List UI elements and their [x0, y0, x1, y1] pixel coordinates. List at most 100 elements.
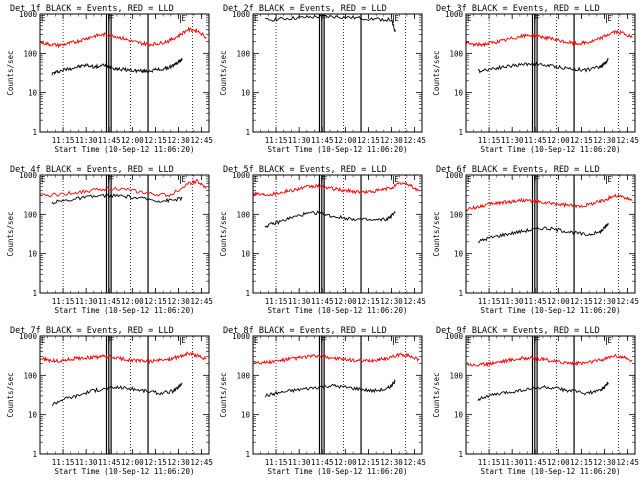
- x-tick-label: 12:30: [380, 297, 403, 306]
- x-tick-label: 12:00: [334, 136, 357, 145]
- y-tick-label: 10: [241, 89, 251, 98]
- panel-frame: [465, 13, 636, 133]
- y-axis-label: Counts/sec: [6, 211, 15, 256]
- x-tick-label: 11:15: [478, 458, 501, 467]
- marker-label: F: [533, 175, 538, 184]
- panel-4: Det 4f BLACK = Events, RED = LLD Counts/s…: [6, 165, 213, 315]
- marker-label: F: [107, 14, 112, 23]
- marker-label: F: [110, 14, 115, 23]
- y-axis-label: Counts/sec: [432, 211, 441, 256]
- x-axis-label: Start Time (10-Sep-12 11:06:20): [481, 467, 621, 476]
- x-tick-label: 12:15: [357, 458, 380, 467]
- panel-2: Det 2f BLACK = Events, RED = LLD Counts/s…: [219, 4, 426, 154]
- y-tick-label: 1000: [19, 332, 38, 341]
- panel-title: Det 8f BLACK = Events, RED = LLD: [223, 326, 387, 336]
- y-tick-label: 1000: [19, 10, 38, 19]
- marker-label: F: [320, 14, 325, 23]
- series-events-line: [477, 381, 609, 401]
- y-tick-label: 100: [23, 210, 37, 219]
- plot-area: [40, 26, 207, 76]
- x-tick-label: 12:45: [616, 136, 639, 145]
- marker-label: E: [607, 14, 612, 23]
- marker-label: E: [467, 14, 472, 23]
- y-axis-label: Counts/sec: [432, 50, 441, 95]
- x-tick-label: 11:15: [265, 458, 288, 467]
- marker-label: F: [536, 336, 541, 345]
- x-tick-label: 12:45: [403, 297, 426, 306]
- x-tick-label: 12:00: [334, 458, 357, 467]
- series-events-line: [51, 193, 183, 205]
- marker-label: E: [467, 175, 472, 184]
- series-lld-line: [253, 181, 420, 197]
- y-tick-label: 1: [245, 450, 250, 459]
- marker-label: E: [41, 175, 46, 184]
- panel-9: Det 9f BLACK = Events, RED = LLD Counts/s…: [432, 326, 639, 476]
- y-axis-label: Counts/sec: [219, 211, 228, 256]
- marker-label: E: [607, 336, 612, 345]
- x-tick-label: 12:00: [334, 297, 357, 306]
- panel-3: Det 3f BLACK = Events, RED = LLD Counts/s…: [432, 4, 639, 154]
- x-tick-label: 12:45: [190, 136, 213, 145]
- x-tick-label: 12:15: [144, 136, 167, 145]
- panel-title: Det 9f BLACK = Events, RED = LLD: [436, 326, 600, 336]
- y-tick-label: 100: [236, 49, 250, 58]
- panel-title: Det 1f BLACK = Events, RED = LLD: [10, 4, 174, 14]
- panel-frame: [465, 335, 636, 455]
- plot-area: [253, 181, 420, 228]
- x-tick-label: 11:45: [311, 297, 334, 306]
- x-tick-label: 11:45: [524, 297, 547, 306]
- x-tick-label: 11:15: [52, 297, 75, 306]
- marker-label: E: [181, 336, 186, 345]
- panel-6: Det 6f BLACK = Events, RED = LLD Counts/s…: [432, 165, 639, 315]
- marker-label: E: [181, 175, 186, 184]
- x-tick-label: 12:00: [547, 458, 570, 467]
- marker-label: E: [254, 336, 259, 345]
- marker-label: F: [536, 175, 541, 184]
- x-tick-label: 12:15: [357, 136, 380, 145]
- x-tick-label: 11:15: [52, 458, 75, 467]
- plot-area: [466, 193, 633, 244]
- panel-title: Det 5f BLACK = Events, RED = LLD: [223, 165, 387, 175]
- marker-label: F: [320, 175, 325, 184]
- x-tick-label: 12:30: [167, 136, 190, 145]
- x-tick-label: 12:15: [144, 458, 167, 467]
- series-events-line: [51, 57, 183, 76]
- marker-label: E: [254, 175, 259, 184]
- x-tick-label: 12:00: [121, 136, 144, 145]
- y-tick-label: 100: [236, 210, 250, 219]
- x-tick-label: 12:00: [121, 297, 144, 306]
- marker-label: F: [107, 175, 112, 184]
- series-lld-line: [466, 353, 633, 368]
- x-tick-label: 12:00: [121, 458, 144, 467]
- y-tick-label: 1000: [445, 332, 464, 341]
- series-lld-line: [466, 193, 633, 212]
- y-tick-label: 1000: [19, 171, 38, 180]
- x-tick-label: 11:15: [478, 297, 501, 306]
- x-tick-label: 11:45: [311, 136, 334, 145]
- x-tick-label: 12:15: [570, 297, 593, 306]
- x-tick-label: 11:30: [288, 297, 311, 306]
- panel-title: Det 7f BLACK = Events, RED = LLD: [10, 326, 174, 336]
- y-tick-label: 1000: [445, 10, 464, 19]
- x-axis-label: Start Time (10-Sep-12 11:06:20): [268, 306, 408, 315]
- x-axis-label: Start Time (10-Sep-12 11:06:20): [268, 467, 408, 476]
- marker-label: E: [254, 14, 259, 23]
- series-events-line: [477, 57, 609, 74]
- x-tick-label: 12:30: [593, 458, 616, 467]
- marker-label: F: [320, 336, 325, 345]
- panel-7: Det 7f BLACK = Events, RED = LLD Counts/s…: [6, 326, 213, 476]
- x-tick-label: 12:00: [547, 297, 570, 306]
- x-tick-label: 11:30: [501, 136, 524, 145]
- x-tick-label: 11:30: [288, 458, 311, 467]
- series-events-line: [477, 222, 609, 244]
- y-tick-label: 100: [23, 371, 37, 380]
- panel-frame: [252, 335, 423, 455]
- y-tick-label: 10: [454, 89, 464, 98]
- y-tick-label: 1: [458, 450, 463, 459]
- x-tick-label: 11:30: [501, 458, 524, 467]
- y-tick-label: 100: [449, 49, 463, 58]
- marker-label: F: [110, 336, 115, 345]
- marker-label: F: [533, 14, 538, 23]
- y-tick-label: 100: [23, 49, 37, 58]
- x-tick-label: 12:45: [190, 297, 213, 306]
